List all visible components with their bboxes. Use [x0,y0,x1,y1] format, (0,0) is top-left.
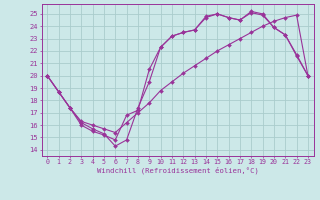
X-axis label: Windchill (Refroidissement éolien,°C): Windchill (Refroidissement éolien,°C) [97,167,259,174]
